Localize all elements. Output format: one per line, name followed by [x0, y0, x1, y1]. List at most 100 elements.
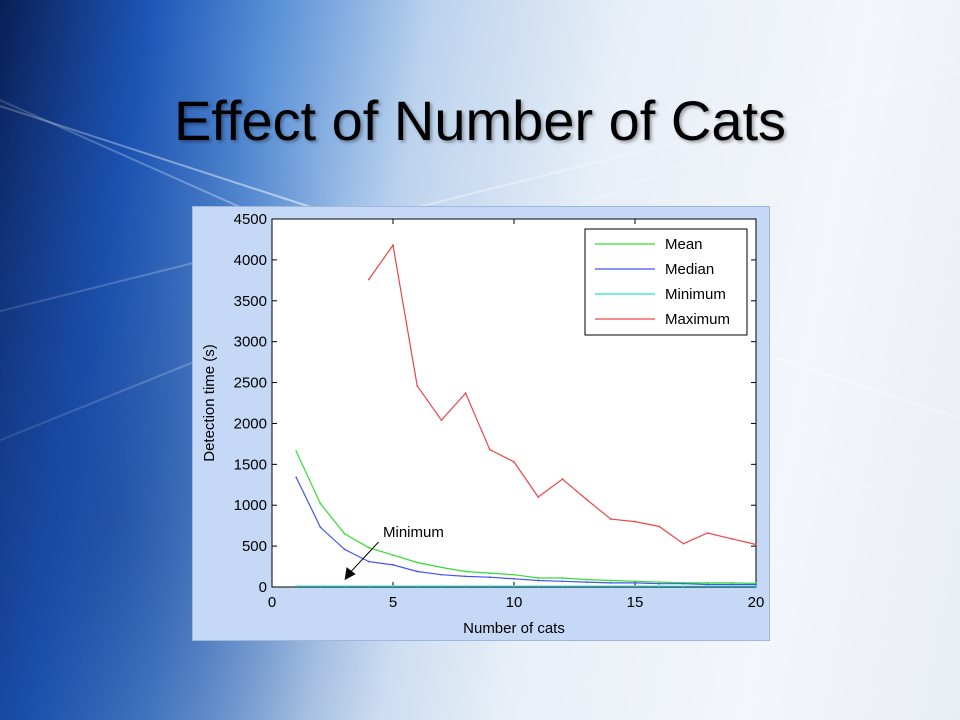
data-point-mean [730, 582, 733, 584]
x-axis-label: Number of cats [463, 620, 565, 637]
data-point-maximum [367, 278, 370, 281]
line-chart: 0 500 1000 1500 2000 2500 3000 3500 4000 4500 0 5 10… [201, 211, 765, 637]
data-point-median [367, 560, 370, 563]
data-point-minimum [440, 585, 443, 588]
data-point-maximum [537, 496, 540, 498]
data-point-minimum [658, 585, 661, 588]
data-point-minimum [585, 585, 588, 588]
x-tick-label: 20 [748, 594, 765, 611]
data-point-maximum [416, 384, 419, 387]
series-line-median [295, 477, 756, 586]
data-point-mean [464, 570, 467, 573]
data-point-minimum [464, 585, 467, 588]
data-point-median [392, 564, 394, 566]
annotation-label: Minimum [383, 524, 444, 541]
data-point-minimum [609, 585, 612, 588]
data-point-mean [343, 532, 346, 535]
x-tick-label: 10 [506, 594, 523, 611]
data-point-median [488, 576, 491, 579]
data-point-mean [658, 581, 661, 583]
data-point-mean [392, 554, 394, 557]
data-point-maximum [440, 419, 443, 422]
data-point-minimum [392, 585, 394, 588]
data-point-maximum [609, 518, 612, 521]
data-point-mean [319, 502, 322, 505]
data-point-maximum [730, 537, 733, 540]
data-point-minimum [416, 585, 419, 588]
data-point-maximum [634, 520, 636, 523]
y-tick-label: 3500 [234, 293, 267, 310]
data-point-mean [537, 577, 540, 579]
data-point-minimum [513, 585, 515, 588]
data-point-median [440, 573, 443, 576]
x-tick-label: 15 [627, 594, 644, 611]
data-point-mean [706, 582, 709, 584]
data-point-minimum [537, 585, 540, 588]
data-point-median [634, 582, 636, 584]
data-point-median [730, 583, 733, 586]
data-point-maximum [488, 448, 491, 451]
slide-title: Effect of Number of Cats [173, 89, 787, 152]
data-point-minimum [488, 585, 491, 588]
data-point-mean [634, 580, 636, 583]
data-point-mean [609, 579, 612, 582]
data-point-minimum [706, 585, 709, 588]
data-point-median [464, 575, 467, 578]
data-point-minimum [295, 585, 298, 588]
data-point-mean [440, 566, 443, 569]
y-tick-label: 2500 [234, 375, 267, 392]
data-point-mean [416, 561, 419, 564]
legend-label: Median [665, 261, 714, 278]
data-point-minimum [561, 585, 564, 588]
data-point-median [755, 583, 757, 586]
data-point-mean [585, 578, 588, 581]
data-point-maximum [658, 525, 661, 528]
annotation-arrow-head [344, 567, 356, 581]
data-point-mean [561, 577, 564, 579]
data-point-minimum [343, 585, 346, 588]
data-point-median [585, 581, 588, 583]
y-tick-label: 4500 [234, 211, 267, 228]
y-tick-label: 1500 [234, 456, 267, 473]
x-tick-label: 0 [268, 594, 276, 611]
data-point-median [537, 579, 540, 582]
data-point-median [295, 476, 298, 479]
annotation-arrow-line [347, 541, 379, 576]
data-point-median [706, 583, 709, 586]
data-point-mean [513, 573, 515, 576]
data-point-minimum [319, 585, 322, 588]
data-point-mean [488, 572, 491, 574]
y-tick-label: 500 [242, 538, 267, 555]
data-point-maximum [755, 543, 757, 546]
data-point-median [609, 582, 612, 584]
y-tick-label: 1000 [234, 497, 267, 514]
data-point-median [682, 582, 685, 585]
y-tick-label: 0 [259, 579, 267, 596]
data-point-minimum [367, 585, 370, 588]
data-point-median [319, 526, 322, 529]
legend-label: Maximum [665, 311, 730, 328]
legend-box [584, 228, 748, 336]
y-tick-label: 3000 [234, 334, 267, 351]
data-point-median [561, 580, 564, 583]
x-tick-label: 5 [389, 594, 397, 611]
legend-label: Mean [665, 236, 703, 253]
data-point-median [658, 582, 661, 585]
y-tick-label: 2000 [234, 415, 267, 432]
y-axis-label: Detection time (s) [201, 344, 218, 462]
data-point-maximum [682, 542, 685, 545]
data-point-maximum [392, 244, 394, 247]
data-point-maximum [561, 478, 564, 480]
data-point-minimum [730, 585, 733, 588]
data-point-minimum [634, 585, 636, 588]
data-point-median [416, 570, 419, 573]
data-point-maximum [706, 532, 709, 534]
legend-label: Minimum [665, 286, 726, 303]
data-point-median [513, 577, 515, 580]
y-tick-label: 4000 [234, 252, 267, 269]
chart-panel: 0 500 1000 1500 2000 2500 3000 3500 4000 4500 0 5 10… [192, 206, 770, 641]
data-point-maximum [585, 498, 588, 501]
data-point-minimum [682, 585, 685, 588]
data-point-minimum [755, 585, 757, 588]
series-line-mean [295, 450, 757, 584]
